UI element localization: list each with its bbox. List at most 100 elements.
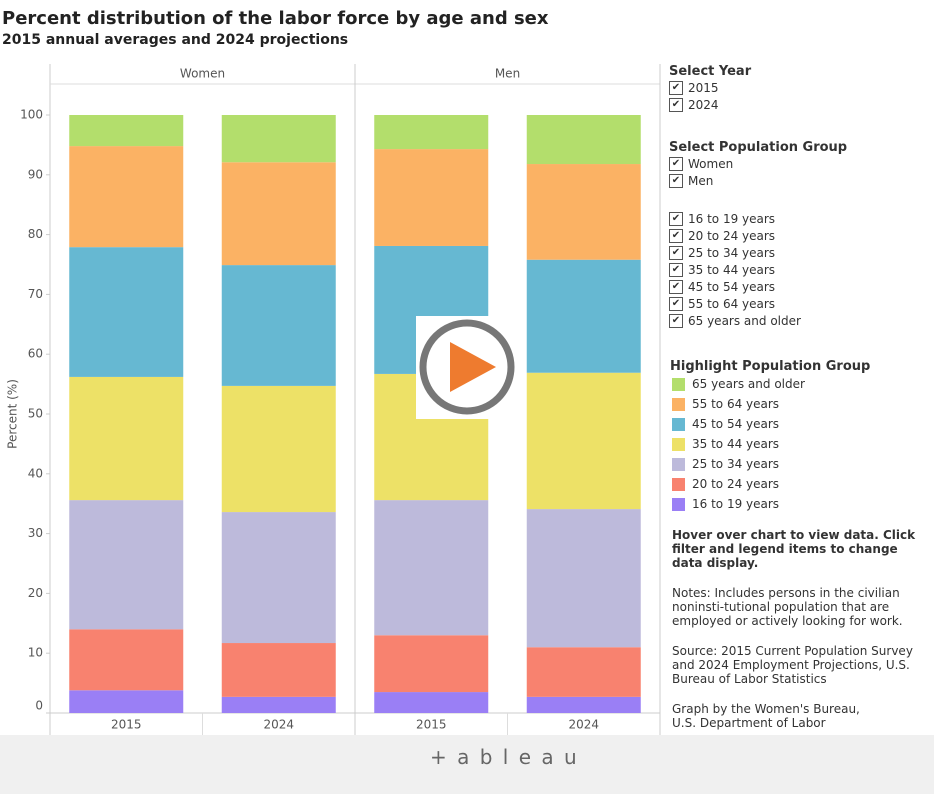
checkbox-label: 35 to 44 years — [688, 262, 776, 277]
legend-label: 20 to 24 years — [692, 477, 780, 491]
y-tick-label: 50 — [28, 407, 43, 421]
bar-segment[interactable] — [221, 115, 336, 163]
checkbox[interactable]: ✔ — [669, 80, 683, 95]
legend-label: 16 to 19 years — [692, 497, 780, 511]
checkbox[interactable]: ✔ — [669, 313, 683, 328]
checkbox[interactable]: ✔ — [669, 156, 683, 171]
checkbox-item[interactable]: ✔ 45 to 54 years — [669, 278, 931, 295]
bar-segment[interactable] — [69, 376, 184, 501]
checkbox-item[interactable]: ✔ Men — [669, 172, 931, 189]
play-button[interactable] — [416, 316, 517, 419]
bar-segment[interactable] — [526, 115, 641, 165]
legend: 65 years and older 55 to 64 years 45 to 54… — [669, 374, 931, 514]
bar-segment[interactable] — [221, 162, 336, 266]
legend-item[interactable]: 35 to 44 years — [669, 434, 931, 454]
bar-segment[interactable] — [374, 115, 489, 150]
group-filter: ✔ Women ✔ Men — [669, 155, 931, 189]
checkbox-item[interactable]: ✔ 55 to 64 years — [669, 295, 931, 312]
legend-label: 55 to 64 years — [692, 397, 780, 411]
legend-item[interactable]: 55 to 64 years — [669, 394, 931, 414]
facet-label: Men — [495, 67, 520, 81]
bar-segment[interactable] — [374, 149, 489, 246]
y-tick-label: 60 — [28, 347, 43, 361]
legend-swatch — [672, 397, 685, 411]
filter-title: Select Population Group — [669, 140, 848, 155]
bar-segment[interactable] — [221, 385, 336, 513]
y-tick-label: 80 — [28, 227, 43, 241]
legend-swatch — [672, 477, 685, 491]
legend-item[interactable]: 65 years and older — [669, 374, 931, 394]
legend-item[interactable]: 20 to 24 years — [669, 474, 931, 494]
legend-item[interactable]: 45 to 54 years — [669, 414, 931, 434]
facet-label: Women — [180, 67, 225, 81]
legend-swatch — [672, 377, 685, 391]
checkbox-label: Women — [688, 156, 734, 171]
y-tick-label: 30 — [28, 526, 43, 540]
bar-segment[interactable] — [69, 115, 184, 147]
checkbox[interactable]: ✔ — [669, 279, 683, 294]
bar-segment[interactable] — [221, 265, 336, 386]
legend-swatch — [672, 457, 685, 471]
checkbox[interactable]: ✔ — [669, 97, 683, 112]
checkbox[interactable]: ✔ — [669, 262, 683, 277]
checkbox-item[interactable]: ✔ 35 to 44 years — [669, 261, 931, 278]
y-tick-label: 40 — [28, 466, 43, 480]
checkbox[interactable]: ✔ — [669, 245, 683, 260]
bar-segment[interactable] — [374, 692, 489, 713]
bar-segment[interactable] — [69, 690, 184, 713]
checkbox-label: Men — [688, 173, 714, 188]
checkbox-label: 55 to 64 years — [688, 296, 776, 311]
credit: Graph by the Women's Bureau, U.S. Depart… — [672, 702, 860, 730]
checkbox-item[interactable]: ✔ 20 to 24 years — [669, 227, 931, 244]
bar-segment[interactable] — [69, 500, 184, 630]
checkbox-item[interactable]: ✔ 25 to 34 years — [669, 244, 931, 261]
bar-segment[interactable] — [526, 164, 641, 260]
bar-segment[interactable] — [221, 643, 336, 697]
bar-segment[interactable] — [69, 629, 184, 691]
y-tick-label: 100 — [20, 108, 43, 122]
y-tick-label: 20 — [28, 586, 43, 600]
checkbox-label: 45 to 54 years — [688, 279, 776, 294]
checkbox[interactable]: ✔ — [669, 296, 683, 311]
legend-label: 45 to 54 years — [692, 417, 780, 431]
y-tick-label: 70 — [28, 287, 43, 301]
bar-segment[interactable] — [526, 259, 641, 373]
bar-segment[interactable] — [526, 696, 641, 713]
bar-segment[interactable] — [221, 512, 336, 644]
checkbox[interactable]: ✔ — [669, 211, 683, 226]
footer: + a b l e a u — [0, 735, 934, 794]
legend-item[interactable]: 16 to 19 years — [669, 494, 931, 514]
checkbox-item[interactable]: ✔ 2024 — [669, 96, 931, 113]
instructions: Hover over chart to view data. Click fil… — [672, 528, 916, 570]
x-tick-label: 2015 — [111, 718, 142, 732]
bar-segment[interactable] — [526, 509, 641, 648]
bar-segment[interactable] — [69, 247, 184, 377]
legend-item[interactable]: 25 to 34 years — [669, 454, 931, 474]
checkbox-item[interactable]: ✔ 16 to 19 years — [669, 210, 931, 227]
bar-segment[interactable] — [221, 696, 336, 713]
legend-label: 25 to 34 years — [692, 457, 780, 471]
bar-segment[interactable] — [374, 500, 489, 636]
bar-segment[interactable] — [69, 146, 184, 248]
chart: Women Men Percent (%) 0 10 20 30 40 50 60 70 80 90 10… — [6, 64, 661, 735]
sidebar: Select Year ✔ 2015 ✔ 2024 Select Population… — [669, 64, 931, 730]
bar-segment[interactable] — [374, 635, 489, 693]
legend-label: 35 to 44 years — [692, 437, 780, 451]
checkbox-label: 20 to 24 years — [688, 228, 776, 243]
age-filter: ✔ 16 to 19 years ✔ 20 to 24 years ✔ 25 to 34 … — [669, 210, 931, 329]
checkbox-item[interactable]: ✔ 65 years and older — [669, 312, 931, 329]
checkbox[interactable]: ✔ — [669, 228, 683, 243]
checkbox-label: 2024 — [688, 97, 719, 112]
checkbox-label: 16 to 19 years — [688, 211, 776, 226]
checkbox[interactable]: ✔ — [669, 173, 683, 188]
y-tick-label: 10 — [28, 646, 43, 660]
bar-segment[interactable] — [526, 372, 641, 510]
bar-segment[interactable] — [526, 647, 641, 697]
y-axis-label: Percent (%) — [6, 379, 20, 449]
title: Percent distribution of the labor force … — [2, 8, 549, 29]
checkbox-label: 25 to 34 years — [688, 245, 776, 260]
filter-title: Select Year — [669, 64, 752, 79]
checkbox-item[interactable]: ✔ 2015 — [669, 79, 931, 96]
checkbox-item[interactable]: ✔ Women — [669, 155, 931, 172]
logo[interactable]: + a b l e a u — [430, 745, 579, 769]
